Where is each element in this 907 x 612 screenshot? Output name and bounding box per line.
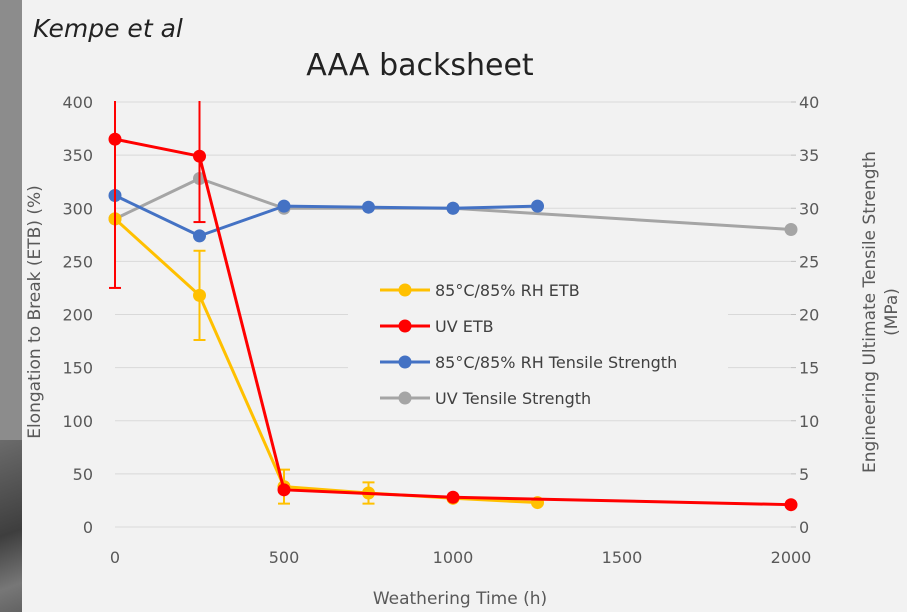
data-point [784, 223, 798, 236]
y-tick-label: 100 [62, 412, 93, 431]
data-point [446, 201, 460, 215]
y2-axis-label-line1: Engineering Ultimate Tensile Strength [860, 151, 880, 473]
series-2 [108, 189, 544, 243]
y-tick-label: 200 [62, 306, 93, 325]
data-point [362, 200, 375, 214]
y2-tick-label: 40 [799, 93, 819, 112]
axes: 0501001502002503003504000510152025303540… [62, 93, 819, 567]
x-tick-label: 2000 [771, 548, 812, 567]
y-tick-label: 300 [62, 199, 93, 218]
author-annotation: Kempe et al [33, 14, 183, 43]
y-tick-label: 0 [83, 518, 93, 537]
legend-swatch-marker [398, 391, 412, 405]
series-line [114, 194, 538, 238]
series-1 [108, 101, 798, 512]
data-point [446, 490, 460, 504]
y2-tick-label: 20 [799, 306, 819, 325]
y2-tick-label: 35 [799, 146, 819, 165]
data-point [784, 498, 798, 512]
y2-tick-label: 25 [799, 252, 819, 271]
data-point [277, 199, 291, 213]
data-point [193, 229, 206, 243]
x-tick-label: 1000 [433, 548, 474, 567]
y-tick-label: 350 [62, 146, 93, 165]
legend-swatch-marker [398, 319, 412, 333]
legend-label: UV Tensile Strength [435, 389, 591, 408]
y-tick-label: 50 [73, 465, 93, 484]
legend-label: UV ETB [435, 317, 494, 336]
y2-tick-label: 5 [799, 465, 809, 484]
y2-axis-label-line2: (MPa) [882, 288, 902, 336]
y-axis-label: Elongation to Break (ETB) (%) [25, 185, 45, 439]
y-tick-label: 250 [62, 252, 93, 271]
y2-tick-label: 10 [799, 412, 819, 431]
data-point [277, 483, 291, 497]
chart-title: AAA backsheet [306, 48, 534, 83]
legend-box [348, 262, 728, 412]
legend-swatch-marker [398, 355, 412, 369]
legend-swatch-marker [398, 283, 412, 297]
legend: 85°C/85% RH ETB UV ETB 85°C/85% RH Tensile… [348, 262, 728, 412]
x-axis-label: Weathering Time (h) [373, 589, 547, 609]
slide-edge-strip [0, 0, 22, 440]
data-point [531, 199, 544, 213]
x-tick-label: 1500 [602, 548, 643, 567]
series-layer [108, 101, 798, 512]
y2-tick-label: 0 [799, 518, 809, 537]
y-tick-label: 150 [62, 359, 93, 378]
x-tick-label: 0 [110, 548, 120, 567]
y2-tick-label: 30 [799, 199, 819, 218]
data-point [193, 149, 206, 163]
legend-label: 85°C/85% RH Tensile Strength [435, 353, 677, 372]
x-tick-label: 500 [269, 548, 300, 567]
y2-tick-label: 15 [799, 359, 819, 378]
y-tick-label: 400 [62, 93, 93, 112]
data-point [193, 288, 206, 302]
legend-label: 85°C/85% RH ETB [435, 281, 580, 300]
data-point [108, 132, 122, 146]
